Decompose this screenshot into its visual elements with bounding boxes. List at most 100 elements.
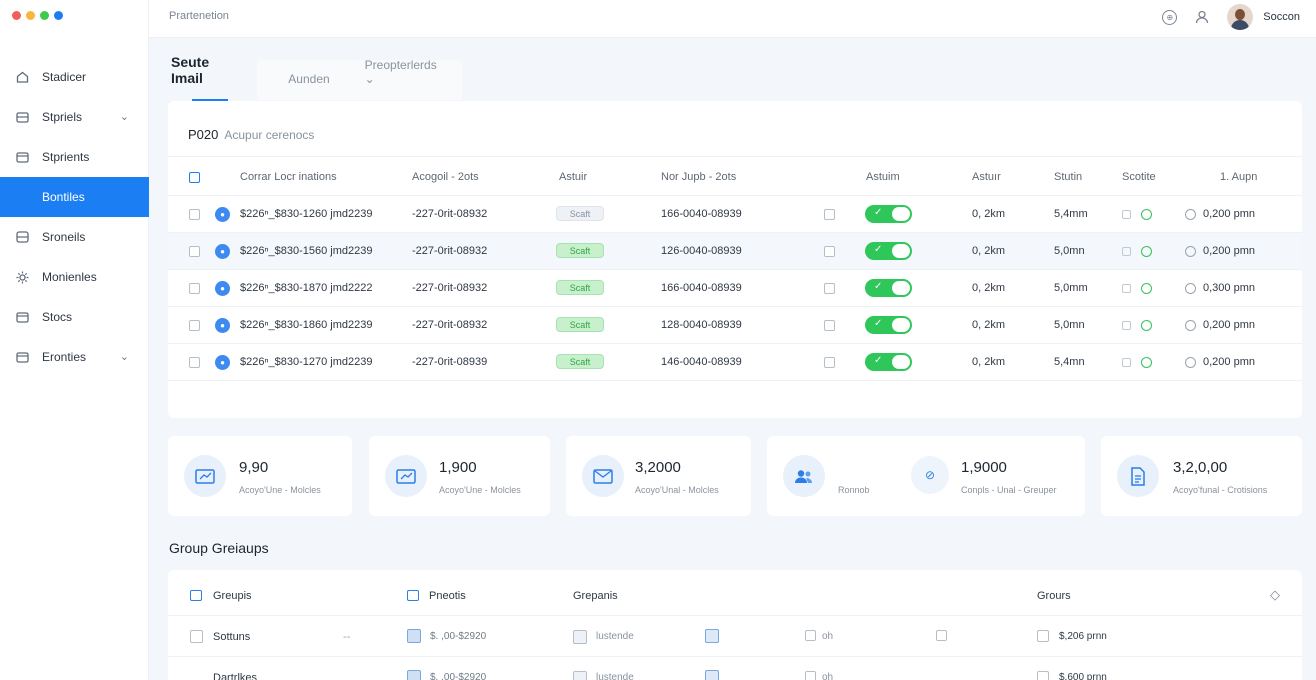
column-header[interactable]: Astuir: [559, 171, 588, 183]
tab-preopterlerds[interactable]: Preopterlerds ⌄: [364, 58, 437, 86]
group-row[interactable]: Sottuns -- $. ,00-$2920 lustende oh $,20…: [168, 616, 1302, 657]
row-select-box[interactable]: [705, 629, 719, 643]
column-header[interactable]: Astuim: [866, 171, 900, 183]
column-header[interactable]: Pneotis: [429, 590, 466, 602]
row-checkbox[interactable]: [189, 246, 200, 257]
sidebar-item-bontiles[interactable]: Bontiles: [0, 177, 149, 217]
row-flag-checkbox[interactable]: [1122, 321, 1131, 330]
row-option-checkbox[interactable]: [824, 246, 835, 257]
email-cell: $226ⁿ_$830-1270 jmd2239: [240, 356, 373, 368]
row-checkbox[interactable]: [573, 630, 587, 644]
stat-card[interactable]: 3,2000 Acoyo'Unal - Molcles: [566, 436, 751, 516]
table-row[interactable]: ● $226ⁿ_$830-1860 jmd2239 -227-0rit-0893…: [168, 307, 1302, 344]
radio-button[interactable]: [1185, 320, 1196, 331]
sidebar-item-label: Stpriels: [42, 110, 83, 124]
sidebar-item-stadicer[interactable]: Stadicer: [0, 57, 149, 97]
group-type: lustende: [596, 631, 634, 642]
chevron-down-icon[interactable]: ⌄: [119, 351, 129, 363]
sidebar-item-stpriels[interactable]: Stpriels ⌄: [0, 97, 149, 137]
table-row[interactable]: ● $226ⁿ_$830-1260 jmd2239 -227-0rit-0893…: [168, 196, 1302, 233]
sidebar-item-stocs[interactable]: Stocs: [0, 297, 149, 337]
column-header[interactable]: Scotite: [1122, 171, 1156, 183]
settings-icon[interactable]: ⊕: [1162, 9, 1178, 25]
enabled-toggle[interactable]: ✓: [865, 316, 912, 334]
row-option-checkbox[interactable]: [824, 320, 835, 331]
row-flag-checkbox[interactable]: [1122, 284, 1131, 293]
enabled-toggle[interactable]: ✓: [865, 279, 912, 297]
table-row[interactable]: ● $226ⁿ_$830-1560 jmd2239 -227-0rit-0893…: [168, 233, 1302, 270]
row-flag-checkbox[interactable]: [1122, 210, 1131, 219]
row-flag-checkbox[interactable]: [1122, 358, 1131, 367]
row-checkbox[interactable]: [805, 630, 816, 641]
radio-button[interactable]: [1185, 357, 1196, 368]
row-checkbox[interactable]: [573, 671, 587, 680]
row-checkbox[interactable]: [189, 209, 200, 220]
enabled-toggle[interactable]: ✓: [865, 242, 912, 260]
phone-cell: 166-0040-08939: [661, 208, 742, 220]
zoom-dot[interactable]: [40, 11, 49, 20]
select-all-checkbox[interactable]: [189, 172, 200, 183]
sidebar-item-stprients[interactable]: Stprients: [0, 137, 149, 177]
row-checkbox[interactable]: [189, 283, 200, 294]
column-header[interactable]: Greupis: [213, 590, 252, 602]
avatar[interactable]: [1227, 4, 1254, 30]
link-icon: ⊘: [911, 456, 949, 494]
stat-card[interactable]: 9,90 Acoyo'Une - Molcles: [168, 436, 352, 516]
tab-seute-imail[interactable]: Seute Imail: [168, 54, 258, 101]
group-unit: oh: [822, 631, 834, 642]
window-controls: [12, 11, 63, 20]
column-header[interactable]: Acogoil - 2ots: [412, 171, 479, 183]
enabled-toggle[interactable]: ✓: [865, 205, 912, 223]
close-dot[interactable]: [12, 11, 21, 20]
chevron-down-icon[interactable]: ⌄: [119, 111, 129, 123]
row-checkbox[interactable]: [190, 630, 203, 643]
row-checkbox[interactable]: [189, 357, 200, 368]
row-option-checkbox[interactable]: [824, 209, 835, 220]
minimize-dot[interactable]: [26, 11, 35, 20]
row-option-checkbox[interactable]: [824, 283, 835, 294]
sidebar-item-sroneils[interactable]: Sroneils: [0, 217, 149, 257]
sidebar-item-eronties[interactable]: Eronties ⌄: [0, 337, 149, 377]
extra-dot[interactable]: [54, 11, 63, 20]
row-option-checkbox[interactable]: [824, 357, 835, 368]
user-name[interactable]: Soccon: [1263, 11, 1300, 23]
row-checkbox[interactable]: [189, 320, 200, 331]
size-cell: 5,0mn: [1054, 319, 1085, 331]
stat-card[interactable]: 3,2,0,00 Acoyo'funal - Crotisions: [1101, 436, 1302, 516]
row-checkbox[interactable]: [1037, 630, 1049, 642]
stat-value: 1,9000: [961, 459, 1007, 476]
row-select-box[interactable]: [407, 629, 421, 643]
stat-card[interactable]: 1,900 Acoyo'Une - Molcles: [369, 436, 550, 516]
group-row[interactable]: Dartrlkes $. ,00-$2920 lustende oh $,600…: [168, 657, 1302, 680]
column-header[interactable]: Stutin: [1054, 171, 1083, 183]
sidebar-item-monienles[interactable]: Monienles: [0, 257, 149, 297]
column-header[interactable]: Astuır: [972, 171, 1001, 183]
radio-button[interactable]: [1185, 283, 1196, 294]
folder-icon: [15, 111, 29, 123]
row-flag-checkbox[interactable]: [1122, 247, 1131, 256]
tab-aunden[interactable]: Aunden: [288, 72, 330, 86]
column-header[interactable]: Nor Jupb - 2ots: [661, 171, 737, 183]
row-checkbox[interactable]: [936, 630, 947, 641]
row-select-box[interactable]: [705, 670, 719, 680]
row-checkbox[interactable]: [1037, 671, 1049, 680]
column-header[interactable]: Grepanis: [573, 590, 618, 602]
diamond-icon[interactable]: ◇: [1270, 587, 1280, 602]
column-header[interactable]: Grours: [1037, 590, 1071, 602]
radio-button[interactable]: [1185, 246, 1196, 257]
stat-card[interactable]: Ronnob ⊘ 1,9000 Conpls - Unal - Greuper: [767, 436, 1085, 516]
table-row[interactable]: ● $226ⁿ_$830-1270 jmd2239 -227-0rit-0893…: [168, 344, 1302, 381]
distance-cell: 0, 2km: [972, 356, 1006, 368]
user-icon[interactable]: [1195, 10, 1209, 24]
radio-button[interactable]: [1185, 209, 1196, 220]
row-checkbox[interactable]: [805, 671, 816, 680]
enabled-toggle[interactable]: ✓: [865, 353, 912, 371]
status-circle-icon: [1141, 357, 1152, 368]
column-header[interactable]: Corrar Locr inations: [240, 171, 337, 183]
row-select-box[interactable]: [407, 670, 421, 680]
table-row[interactable]: ● $226ⁿ_$830-1870 jmd2222 -227-0rit-0893…: [168, 270, 1302, 307]
time-cell: 0,200 pmn: [1203, 319, 1255, 331]
phone-cell: 128-0040-08939: [661, 319, 742, 331]
user-icon: ●: [215, 281, 230, 296]
column-header[interactable]: 1. Aupn: [1220, 171, 1258, 183]
